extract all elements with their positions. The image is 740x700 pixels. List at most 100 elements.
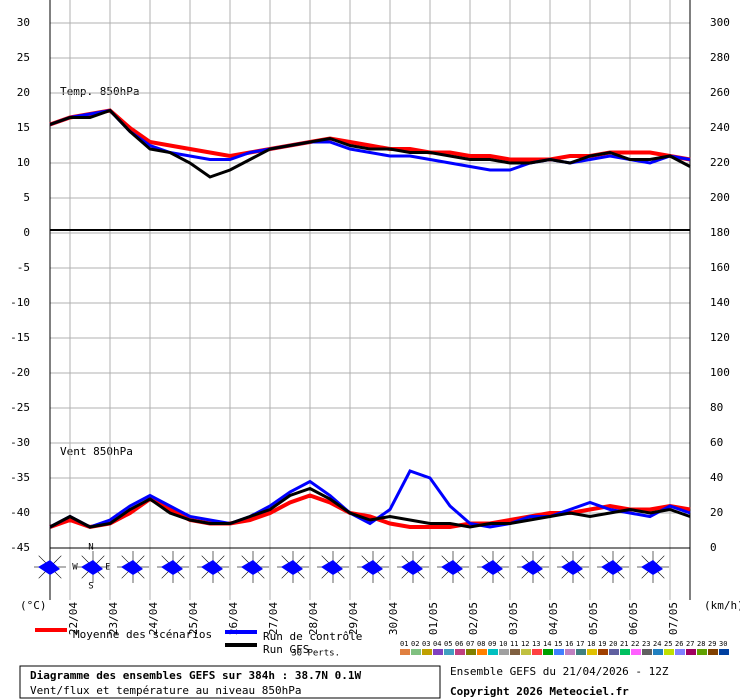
- y2-tick-label: 100: [710, 366, 730, 379]
- pert-swatch: [532, 649, 542, 655]
- y2-tick-label: 120: [710, 331, 730, 344]
- pert-swatch: [686, 649, 696, 655]
- pert-swatch: [422, 649, 432, 655]
- pert-label: 29: [708, 640, 716, 648]
- pert-label: 11: [510, 640, 518, 648]
- perts-label: 30 Perts.: [291, 649, 340, 659]
- pert-label: 27: [686, 640, 694, 648]
- y2-tick-label: 200: [710, 191, 730, 204]
- y2-tick-label: 220: [710, 156, 730, 169]
- wind-rose: [121, 560, 143, 575]
- pert-label: 06: [455, 640, 463, 648]
- footer-title: Diagramme des ensembles GEFS sur 384h : …: [30, 669, 362, 682]
- y-tick-label: 10: [17, 156, 30, 169]
- pert-swatch: [433, 649, 443, 655]
- legend-label: Run GFS: [263, 643, 309, 656]
- series-line: [49, 108, 691, 179]
- pert-label: 18: [587, 640, 595, 648]
- x-tick-label: 25/04: [187, 602, 200, 635]
- pert-label: 09: [488, 640, 496, 648]
- x-tick-label: 02/05: [467, 602, 480, 635]
- pert-swatch: [466, 649, 476, 655]
- y2-tick-label: 140: [710, 296, 730, 309]
- pert-label: 13: [532, 640, 540, 648]
- pert-swatch: [598, 649, 608, 655]
- pert-label: 17: [576, 640, 584, 648]
- y-tick-label: -5: [17, 261, 30, 274]
- y2-tick-label: 180: [710, 226, 730, 239]
- x-tick-label: 01/05: [427, 602, 440, 635]
- pert-swatch: [708, 649, 718, 655]
- pert-label: 25: [664, 640, 672, 648]
- wind-rose: [601, 560, 623, 575]
- pert-swatch: [587, 649, 597, 655]
- pert-label: 12: [521, 640, 529, 648]
- pert-swatch: [543, 649, 553, 655]
- temp-label: Temp. 850hPa: [60, 85, 139, 98]
- pert-label: 20: [609, 640, 617, 648]
- pert-label: 08: [477, 640, 485, 648]
- wind-rose: [521, 560, 543, 575]
- y2-tick-label: 160: [710, 261, 730, 274]
- pert-label: 23: [642, 640, 650, 648]
- pert-label: 14: [543, 640, 551, 648]
- pert-label: 16: [565, 640, 573, 648]
- rose-e: E: [105, 563, 110, 573]
- x-tick-label: 04/05: [547, 602, 560, 635]
- x-tick-label: 28/04: [307, 602, 320, 635]
- y-tick-label: -40: [10, 506, 30, 519]
- x-tick-label: 05/05: [587, 602, 600, 635]
- legend-label: Run de contrôle: [263, 630, 362, 643]
- y-tick-label: -10: [10, 296, 30, 309]
- pert-swatch: [499, 649, 509, 655]
- y2-tick-label: 280: [710, 51, 730, 64]
- wind-rose: [401, 560, 423, 575]
- rose-s: S: [88, 582, 93, 592]
- pert-swatch: [620, 649, 630, 655]
- pert-label: 07: [466, 640, 474, 648]
- y2-unit: (km/h): [704, 599, 740, 612]
- series-line: [49, 108, 691, 162]
- y2-tick-label: 260: [710, 86, 730, 99]
- pert-label: 24: [653, 640, 661, 648]
- y2-tick-label: 40: [710, 471, 723, 484]
- pert-swatch: [675, 649, 685, 655]
- footer-sub: Vent/flux et température au niveau 850hP…: [30, 684, 302, 697]
- pert-swatch: [653, 649, 663, 655]
- wind-rose: [481, 560, 503, 575]
- y2-tick-label: 20: [710, 506, 723, 519]
- y-tick-label: -45: [10, 541, 30, 554]
- run-info: Ensemble GEFS du 21/04/2026 - 12Z: [450, 665, 669, 678]
- x-tick-label: 26/04: [227, 602, 240, 635]
- y2-tick-label: 0: [710, 541, 717, 554]
- pert-swatch: [521, 649, 531, 655]
- pert-swatch: [444, 649, 454, 655]
- pert-swatch: [510, 649, 520, 655]
- wind-rose: [38, 560, 60, 575]
- pert-swatch: [697, 649, 707, 655]
- y2-tick-label: 240: [710, 121, 730, 134]
- wind-rose: [361, 560, 383, 575]
- y-tick-label: 30: [17, 16, 30, 29]
- pert-label: 10: [499, 640, 507, 648]
- pert-label: 30: [719, 640, 727, 648]
- x-tick-label: 23/04: [107, 602, 120, 635]
- wind-rose: [201, 560, 223, 575]
- y2-tick-label: 80: [710, 401, 723, 414]
- pert-swatch: [719, 649, 729, 655]
- pert-label: 03: [422, 640, 430, 648]
- pert-swatch: [411, 649, 421, 655]
- pert-swatch: [554, 649, 564, 655]
- y-unit: (°C): [20, 599, 47, 612]
- wind-rose: [321, 560, 343, 575]
- y-tick-label: -20: [10, 366, 30, 379]
- x-tick-label: 29/04: [347, 602, 360, 635]
- y-tick-label: -15: [10, 331, 30, 344]
- wind-rose: [81, 560, 103, 575]
- legend-label: Moyenne des scénarios: [73, 628, 212, 641]
- y-tick-label: 5: [23, 191, 30, 204]
- y-tick-label: -25: [10, 401, 30, 414]
- y-tick-label: -35: [10, 471, 30, 484]
